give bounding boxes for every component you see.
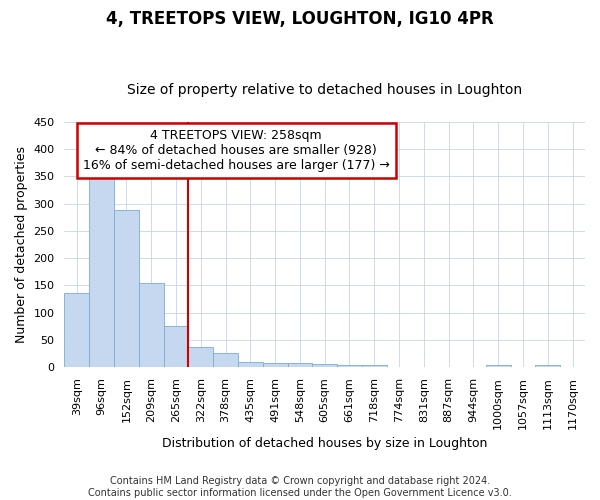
Y-axis label: Number of detached properties: Number of detached properties [15,146,28,343]
Bar [188,347,213,367]
Bar [139,282,164,367]
Bar [337,365,362,367]
X-axis label: Distribution of detached houses by size in Loughton: Distribution of detached houses by size … [162,437,487,450]
Text: 4, TREETOPS VIEW, LOUGHTON, IG10 4PR: 4, TREETOPS VIEW, LOUGHTON, IG10 4PR [106,10,494,28]
Bar [114,210,139,367]
Bar [287,364,313,367]
Bar [486,365,511,367]
Bar [213,354,238,367]
Bar [238,362,263,367]
Bar [89,166,114,367]
Bar [164,326,188,367]
Text: Contains HM Land Registry data © Crown copyright and database right 2024.
Contai: Contains HM Land Registry data © Crown c… [88,476,512,498]
Bar [535,365,560,367]
Bar [313,364,337,367]
Title: Size of property relative to detached houses in Loughton: Size of property relative to detached ho… [127,83,522,97]
Text: 4 TREETOPS VIEW: 258sqm
← 84% of detached houses are smaller (928)
16% of semi-d: 4 TREETOPS VIEW: 258sqm ← 84% of detache… [83,129,389,172]
Bar [64,294,89,367]
Bar [263,362,287,367]
Bar [362,365,386,367]
